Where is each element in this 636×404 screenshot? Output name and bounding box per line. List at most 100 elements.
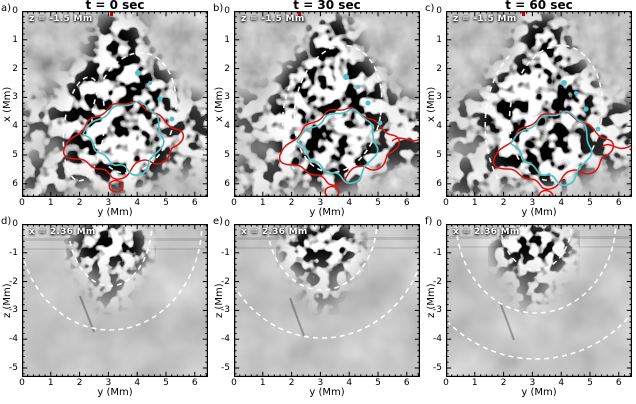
red-contour-tail xyxy=(601,143,632,150)
axis-frame xyxy=(22,11,208,197)
red-contour-tail xyxy=(391,137,420,142)
red-top-marker xyxy=(522,11,525,16)
dashed-arc xyxy=(484,52,513,180)
tick-label: -3 xyxy=(9,305,18,316)
panel-a-letter: a) xyxy=(1,3,12,14)
panel-e-letter: e) xyxy=(213,216,224,227)
tick-label: -5 xyxy=(433,363,442,373)
tick-label: 0 xyxy=(231,378,237,388)
tick-label: 3 xyxy=(317,378,324,388)
dashed-arc xyxy=(62,76,106,182)
panel-f-y-axis-label: z (Mm) xyxy=(426,283,437,318)
dark-streak xyxy=(79,295,95,333)
panel-d-y-axis-label: z (Mm) xyxy=(2,283,13,318)
tick-label: 2 xyxy=(288,378,295,388)
panel-a-heatmap xyxy=(22,11,208,197)
tick-label: 0 xyxy=(19,378,25,388)
tick-label: 5 xyxy=(587,378,593,388)
tick-label: 4 xyxy=(436,121,442,132)
tick-label: -2 xyxy=(433,276,442,287)
panel-c-letter: c) xyxy=(425,3,435,14)
tick-label: 5 xyxy=(436,150,442,160)
panel-e-heatmap xyxy=(234,224,420,377)
dashed-wavefront-outer xyxy=(22,224,203,331)
tick-label: 2 xyxy=(500,198,507,208)
panel-b: t = 30 sec b) 0 1 2 3 4 5 6 x (Mm) z = -1.5 Mm… xyxy=(213,0,420,218)
panel-c-x-axis-label: y (Mm) xyxy=(521,207,557,218)
panel-d-letter: d) xyxy=(1,216,12,227)
panel-b-letter: b) xyxy=(213,3,224,14)
dashed-wavefront-outer xyxy=(234,262,420,339)
tick-label: 3 xyxy=(317,198,324,208)
tick-label: 0 xyxy=(224,219,230,229)
tick-label: -4 xyxy=(9,334,18,345)
tick-label: 1 xyxy=(47,378,54,388)
panel-b-heatmap xyxy=(234,11,420,197)
tick-label: 3 xyxy=(105,378,112,388)
tick-label: 0 xyxy=(12,6,18,16)
dashed-arc xyxy=(91,51,177,175)
tick-label: -4 xyxy=(221,334,230,345)
axis-frame xyxy=(446,224,632,377)
tick-label: 1 xyxy=(47,198,54,208)
tick-label: 2 xyxy=(224,63,230,74)
tick-label: -1 xyxy=(433,247,442,258)
panel-c-slice-label: z = -1.5 Mm xyxy=(453,14,517,24)
tick-label: 1 xyxy=(471,378,478,388)
tick-label: 5 xyxy=(587,198,593,208)
tick-label: 0 xyxy=(436,219,442,229)
panel-a-x-axis-label: y (Mm) xyxy=(97,207,133,218)
panel-b-y-axis-label: x (Mm) xyxy=(214,86,225,122)
dashed-wavefront-inner xyxy=(67,224,153,287)
tick-label: -1 xyxy=(9,247,18,258)
panel-b-slice-label: z = -1.5 Mm xyxy=(241,14,305,24)
tick-label: 0 xyxy=(224,6,230,16)
axis-frame xyxy=(22,224,208,377)
tick-label: 4 xyxy=(558,378,565,388)
panel-b-y-tick-labels: 0 1 2 3 4 5 6 xyxy=(214,6,231,197)
panel-a-x-tick-labels: 0 1 2 3 4 5 6 xyxy=(19,197,208,208)
tick-label: 4 xyxy=(134,198,141,208)
tick-label: 1 xyxy=(436,34,442,45)
panel-a-y-axis-label: x (Mm) xyxy=(2,86,13,122)
red-top-marker xyxy=(298,11,301,16)
tick-label: 4 xyxy=(134,378,141,388)
panel-f-x-tick-labels: 0 1 2 3 4 5 6 xyxy=(443,377,632,388)
tick-label: 3 xyxy=(12,92,18,103)
tick-label: 6 xyxy=(615,378,622,388)
tick-label: 4 xyxy=(346,198,353,208)
tick-label: 2 xyxy=(436,63,442,74)
tick-label: 0 xyxy=(19,198,25,208)
red-top-marker xyxy=(110,11,113,16)
tick-label: 5 xyxy=(375,198,381,208)
tick-label: 6 xyxy=(615,198,622,208)
panel-e-x-axis-label: y (Mm) xyxy=(309,387,345,398)
tick-label: 6 xyxy=(403,378,410,388)
tick-label: -5 xyxy=(221,363,230,373)
tick-label: 2 xyxy=(76,198,83,208)
tick-label: -3 xyxy=(221,305,230,316)
tick-label: 5 xyxy=(12,150,18,160)
tick-label: 2 xyxy=(500,378,507,388)
panel-c-heatmap xyxy=(446,11,632,197)
tick-label: 1 xyxy=(12,34,18,45)
tick-label: 6 xyxy=(403,198,410,208)
panel-f-y-tick-labels: 0 -1 -2 -3 -4 -5 xyxy=(426,219,443,377)
panel-c: t = 60 sec c) 0 1 2 3 4 5 6 x (Mm) z = -1.5 Mm… xyxy=(425,0,632,218)
tick-label: 5 xyxy=(375,378,381,388)
tick-label: 6 xyxy=(191,378,198,388)
tick-label: -2 xyxy=(9,276,18,287)
tick-label: 5 xyxy=(163,378,169,388)
panel-f: f) 0 -1 -2 -3 -4 -5 z (Mm) x = 2.36 Mm 0 1 2 3 4 5… xyxy=(425,217,632,398)
tick-label: 3 xyxy=(224,92,230,103)
panel-e-y-tick-labels: 0 -1 -2 -3 -4 -5 xyxy=(214,219,231,377)
tick-label: 4 xyxy=(12,121,18,132)
dashed-wavefront-outer xyxy=(446,312,632,360)
tick-label: 0 xyxy=(12,219,18,229)
tick-label: 3 xyxy=(105,198,112,208)
panel-f-slice-label: x = 2.36 Mm xyxy=(453,227,520,237)
tick-label: 6 xyxy=(436,178,442,189)
panel-e-y-axis-label: z (Mm) xyxy=(214,283,225,318)
